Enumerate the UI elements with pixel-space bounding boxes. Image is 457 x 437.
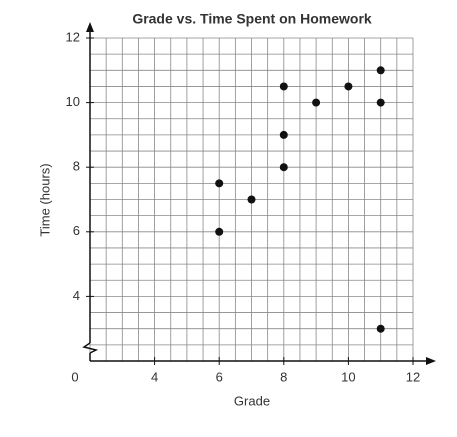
x-axis-label: Grade: [234, 393, 270, 408]
point: [344, 82, 353, 91]
origin-label: 0: [71, 369, 78, 384]
y-tick-label: 6: [73, 223, 80, 238]
x-axis-arrow: [426, 357, 436, 365]
point: [247, 195, 256, 204]
y-tick-label: 4: [73, 288, 80, 303]
x-tick-label: 4: [151, 369, 158, 384]
x-tick-label: 10: [341, 369, 355, 384]
y-axis-label: Time (hours): [37, 163, 52, 236]
y-tick-label: 10: [66, 94, 80, 109]
point: [312, 98, 321, 107]
point: [279, 82, 288, 91]
point: [376, 98, 385, 107]
y-tick-label: 12: [66, 29, 80, 44]
point: [376, 324, 385, 333]
point: [279, 163, 288, 172]
point: [215, 227, 224, 236]
x-tick-label: 6: [216, 369, 223, 384]
x-tick-label: 8: [280, 369, 287, 384]
point: [376, 66, 385, 75]
point: [215, 179, 224, 188]
x-tick-label: 12: [406, 369, 420, 384]
y-axis-arrow: [86, 22, 94, 32]
point: [279, 130, 288, 139]
chart-title: Grade vs. Time Spent on Homework: [132, 11, 372, 27]
y-tick-label: 8: [73, 159, 80, 174]
axis-break: [82, 342, 99, 354]
